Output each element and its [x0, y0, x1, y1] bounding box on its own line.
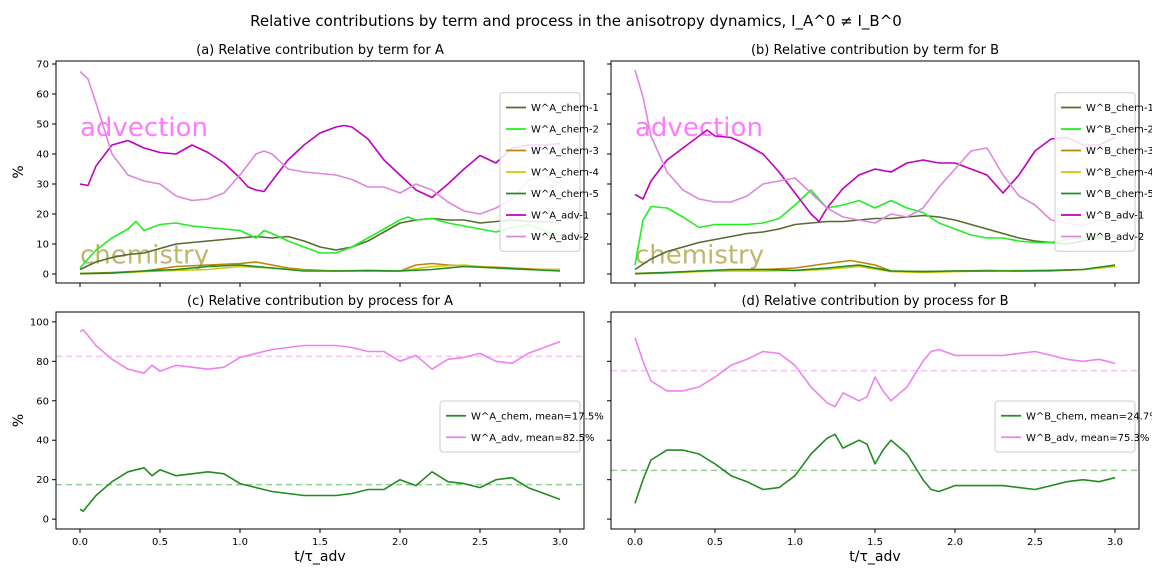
series-line-w-b-chem-5	[634, 264, 1116, 275]
legend-label-w-a-adv-1: W^A_adv-1	[531, 211, 589, 222]
series-line-w-b-chem-2	[634, 189, 1116, 266]
legend-label-w-b-chem-2: W^B_chem-2	[1086, 125, 1152, 136]
annotation-chemistry: chemistry	[635, 241, 764, 271]
y-tick-label: 60	[36, 396, 49, 407]
series-line-w-a-adv-1	[79, 124, 561, 199]
series-line-w-b-adv-1	[634, 129, 1116, 223]
series-line-w-a-chem-mean-17-5	[79, 466, 561, 513]
legend-label-w-a-adv-2: W^A_adv-2	[531, 232, 589, 243]
y-tick-label: 60	[36, 90, 49, 101]
legend-box	[1054, 92, 1136, 252]
legend-label-w-a-chem-3: W^A_chem-3	[531, 146, 599, 157]
y-tick-label: 30	[36, 180, 49, 191]
y-tick-label: 0	[43, 270, 49, 281]
y-tick-label: 70	[36, 60, 49, 71]
chart-panel-d: (d) Relative contribution by process for…	[607, 294, 1152, 565]
x-tick-label: 3.0	[552, 537, 568, 548]
y-axis-label: %	[11, 165, 27, 178]
x-tick-label: 2.5	[472, 537, 488, 548]
y-tick-label: 20	[36, 475, 49, 486]
series-line-w-b-adv-mean-75-3	[634, 337, 1116, 408]
x-axis-label: t/τ_adv	[849, 549, 900, 565]
series-group	[79, 70, 561, 275]
y-tick-label: 20	[36, 210, 49, 221]
y-tick-label: 100	[30, 317, 49, 328]
annotation-advection: advection	[80, 113, 208, 143]
y-tick-label: 40	[36, 150, 49, 161]
legend-label-w-a-chem-mean-17-5: W^A_chem, mean=17.5%	[471, 411, 604, 422]
y-tick-label: 40	[36, 436, 49, 447]
series-line-w-b-chem-1	[634, 214, 1116, 271]
legend-box	[994, 400, 1136, 453]
panel-title: (d) Relative contribution by process for…	[741, 294, 1008, 309]
x-tick-label: 2.0	[392, 537, 408, 548]
series-line-w-a-chem-5	[79, 264, 561, 275]
legend-label-w-a-chem-4: W^A_chem-4	[531, 168, 599, 179]
legend-label-w-b-chem-1: W^B_chem-1	[1086, 103, 1152, 114]
series-line-w-b-chem-mean-24-7	[634, 433, 1116, 504]
legend-label-w-a-adv-mean-82-5: W^A_adv, mean=82.5%	[471, 433, 594, 444]
legend-label-w-a-chem-1: W^A_chem-1	[531, 103, 599, 114]
legend-label-w-b-adv-mean-75-3: W^B_adv, mean=75.3%	[1026, 433, 1149, 444]
x-tick-label: 2.5	[1027, 537, 1043, 548]
x-tick-label: 2.0	[947, 537, 963, 548]
series-line-w-a-chem-2	[79, 216, 561, 269]
y-tick-label: 50	[36, 120, 49, 131]
series-group	[634, 69, 1116, 275]
y-tick-label: 80	[36, 357, 49, 368]
y-tick-label: 10	[36, 240, 49, 251]
legend-label-w-b-chem-4: W^B_chem-4	[1086, 168, 1152, 179]
x-tick-label: 3.0	[1107, 537, 1123, 548]
x-tick-label: 1.5	[867, 537, 883, 548]
series-line-w-b-adv-2	[634, 69, 1116, 227]
x-tick-label: 0.5	[152, 537, 168, 548]
legend: W^A_chem-1 W^A_chem-2 W^A_chem-3 W^A_chem-4…	[499, 92, 599, 252]
legend-label-w-a-chem-2: W^A_chem-2	[531, 125, 599, 136]
y-tick-label: 0	[43, 515, 49, 526]
legend-label-w-b-adv-2: W^B_adv-2	[1086, 232, 1144, 243]
x-tick-label: 0.5	[707, 537, 723, 548]
series-line-w-a-chem-1	[79, 217, 561, 271]
x-tick-label: 1.0	[232, 537, 248, 548]
legend-box	[439, 400, 581, 453]
legend: W^B_chem-1 W^B_chem-2 W^B_chem-3 W^B_chem-4…	[1054, 92, 1152, 252]
chart-panel-a: (a) Relative contribution by term for A a…	[11, 43, 599, 287]
panel-title: (b) Relative contribution by term for B	[751, 43, 999, 58]
x-tick-label: 1.5	[312, 537, 328, 548]
figure-suptitle: Relative contributions by term and proce…	[250, 12, 902, 31]
legend-label-w-b-chem-5: W^B_chem-5	[1086, 189, 1152, 200]
legend-label-w-b-chem-3: W^B_chem-3	[1086, 146, 1152, 157]
legend-label-w-a-chem-5: W^A_chem-5	[531, 189, 599, 200]
panel-title: (c) Relative contribution by process for…	[187, 294, 453, 309]
series-line-w-a-adv-mean-82-5	[79, 328, 561, 375]
legend: W^A_chem, mean=17.5% W^A_adv, mean=82.5%	[439, 400, 604, 453]
series-group	[79, 328, 561, 513]
y-axis-label: %	[11, 414, 27, 427]
x-tick-label: 0.0	[627, 537, 643, 548]
annotation-advection: advection	[635, 113, 763, 143]
x-tick-label: 1.0	[787, 537, 803, 548]
x-tick-label: 0.0	[72, 537, 88, 548]
panel-title: (a) Relative contribution by term for A	[196, 43, 444, 58]
legend-box	[499, 92, 581, 252]
legend-label-w-b-adv-1: W^B_adv-1	[1086, 211, 1144, 222]
chart-panel-c: (c) Relative contribution by process for…	[11, 294, 604, 565]
chart-panels: (a) Relative contribution by term for A a…	[11, 43, 1152, 565]
chart-panel-b: (b) Relative contribution by term for B a…	[607, 43, 1152, 287]
legend-label-w-b-chem-mean-24-7: W^B_chem, mean=24.7%	[1026, 411, 1152, 422]
x-axis-label: t/τ_adv	[294, 549, 345, 565]
series-group	[634, 337, 1116, 504]
series-line-w-a-adv-2	[79, 70, 561, 215]
legend: W^B_chem, mean=24.7% W^B_adv, mean=75.3%	[994, 400, 1152, 453]
